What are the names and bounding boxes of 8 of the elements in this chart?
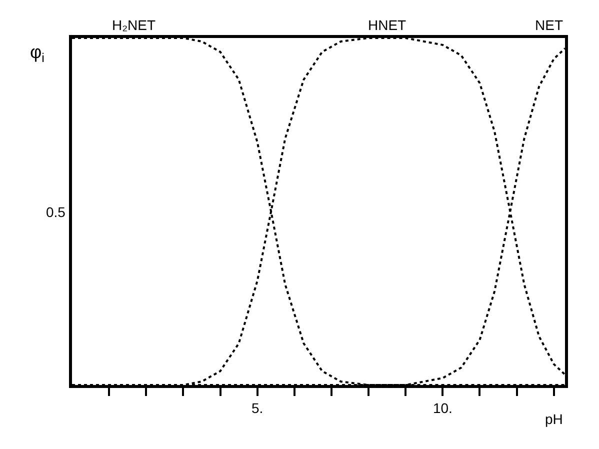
series-label: HNET [368, 17, 407, 33]
series-label: NET [535, 17, 564, 33]
text: 0.5 [46, 204, 66, 220]
y-axis-title: φ$_{i}$ [30, 42, 44, 65]
x-tick-label: 10. [432, 400, 452, 416]
x-tick-label: 5. [251, 400, 264, 416]
series-label: H₂NET [112, 17, 156, 33]
x-axis-title: pH [545, 411, 563, 427]
